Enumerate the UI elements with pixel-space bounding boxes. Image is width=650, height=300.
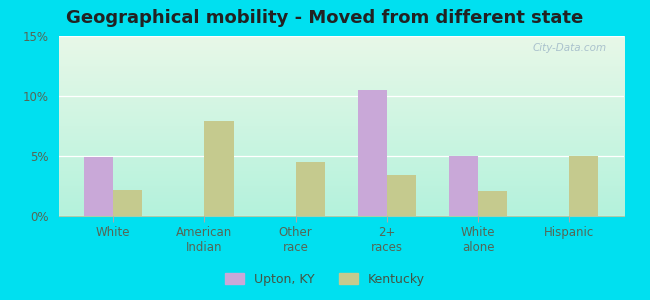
Bar [478, 191, 507, 216]
Bar [84, 157, 113, 216]
Text: Geographical mobility - Moved from different state: Geographical mobility - Moved from diffe… [66, 9, 584, 27]
Bar [449, 156, 478, 216]
Bar [569, 156, 599, 216]
Bar [387, 175, 416, 216]
Bar [358, 90, 387, 216]
Bar [205, 121, 233, 216]
Legend: Upton, KY, Kentucky: Upton, KY, Kentucky [220, 268, 430, 291]
Bar [113, 190, 142, 216]
Text: City-Data.com: City-Data.com [533, 43, 607, 53]
Bar [296, 162, 325, 216]
